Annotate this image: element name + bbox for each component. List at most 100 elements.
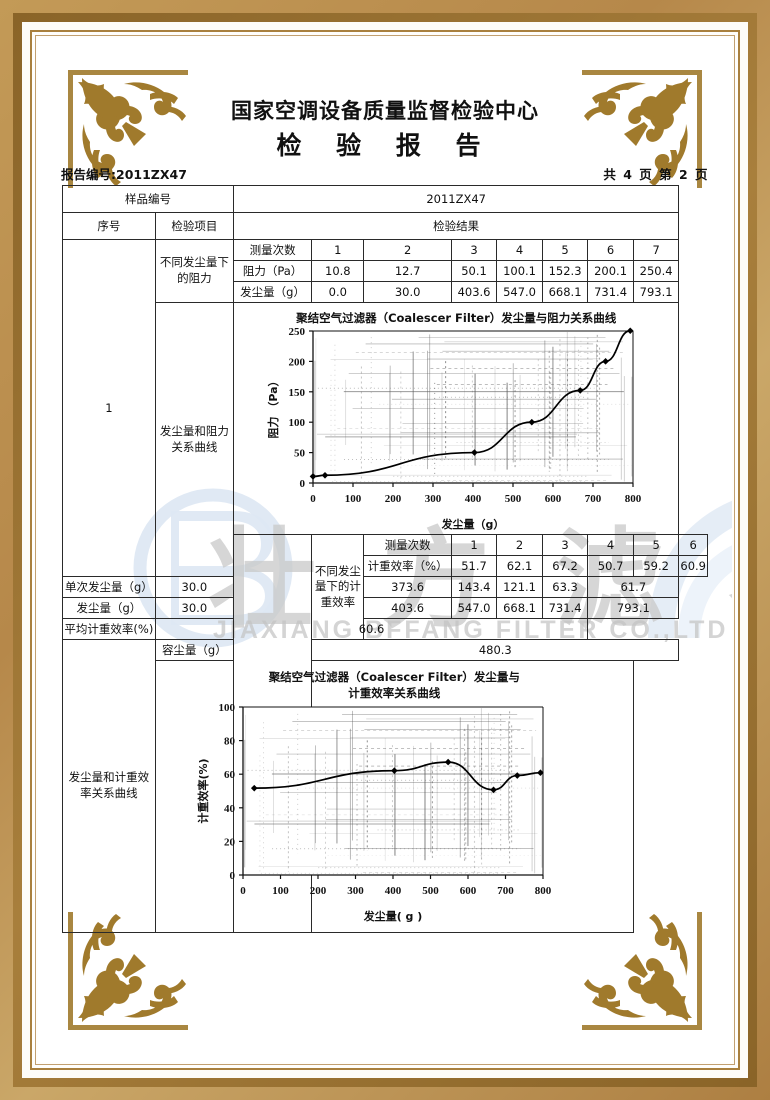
svg-text:阻力 （Pa）: 阻力 （Pa） [266, 375, 280, 438]
table-row-s2-efficiency: 计重效率（%） 51.7 62.1 67.2 50.7 59.2 60.9 [63, 555, 708, 577]
s2-sd-3: 143.4 [450, 576, 498, 598]
svg-text:20: 20 [224, 836, 236, 848]
s2-sd-2: 373.6 [363, 576, 452, 598]
s2-eff-1: 51.7 [450, 555, 498, 577]
svg-text:800: 800 [534, 885, 551, 897]
s1-count-2: 2 [363, 239, 452, 261]
table-row-s2-chart: 聚结空气过滤器（Coalescer Filter）发尘量与 计重效率关系曲线 0… [63, 660, 708, 933]
section1-seq: 1 [62, 239, 156, 577]
svg-text:100: 100 [345, 493, 362, 505]
svg-text:80: 80 [224, 736, 236, 748]
s2-label-capacity: 容尘量（g） [154, 639, 234, 661]
s1-res-1: 10.8 [311, 260, 365, 282]
table-row-s1-dust: 发尘量（g） 0.0 30.0 403.6 547.0 668.1 731.4 … [63, 281, 708, 303]
s2-count-3: 3 [541, 534, 589, 556]
s2-dust-3: 547.0 [450, 597, 498, 619]
table-row-s2-dust: 发尘量（g） 30.0 403.6 547.0 668.1 731.4 793.… [62, 597, 708, 619]
s1-count-5: 5 [541, 239, 589, 261]
s1-label-resistance: 阻力（Pa） [232, 260, 313, 282]
s2-count-1: 1 [450, 534, 498, 556]
sample-number-value: 2011ZX47 [232, 185, 680, 213]
s1-dust-2: 30.0 [363, 281, 452, 303]
chart1-plot: 0 50 100 150 200 250 0 100 200 300 400 500 600 700 800… [266, 326, 642, 531]
svg-text:200: 200 [309, 885, 326, 897]
chart2-title-line2: 计重效率关系曲线 [348, 686, 441, 700]
s2-count-4: 4 [587, 534, 634, 556]
s1-label-dust: 发尘量（g） [232, 281, 313, 303]
svg-text:0: 0 [299, 478, 305, 490]
s2-eff-3: 67.2 [541, 555, 589, 577]
s2-dust-5: 731.4 [541, 597, 589, 619]
svg-text:40: 40 [224, 803, 236, 815]
table-row-s1-chart: 发尘量和阻力关系曲线 聚结空气过滤器（Coalescer Filter）发尘量与… [63, 302, 708, 577]
table-row-s2-single-dust: 单次发尘量（g） 30.0 373.6 143.4 121.1 63.3 61.… [62, 576, 708, 598]
svg-text:500: 500 [422, 885, 439, 897]
s1-dust-5: 668.1 [541, 281, 589, 303]
svg-text:300: 300 [425, 493, 442, 505]
s1-count-4: 4 [496, 239, 543, 261]
chart-resistance: 聚结空气过滤器（Coalescer Filter）发尘量与阻力关系曲线 0 50 1… [235, 305, 677, 532]
page-indicator: 共 4 页 第 2 页 [603, 167, 709, 182]
svg-text:200: 200 [385, 493, 402, 505]
svg-text:发尘量( g ): 发尘量( g ) [362, 909, 422, 923]
s2-dust-6: 793.1 [587, 597, 680, 619]
s2-label-efficiency: 计重效率（%） [363, 555, 452, 577]
page-title-report: 检 验 报 告 [276, 131, 494, 160]
chart2-plot: 0 20 40 60 80 100 0 100 200 300 400 500 600 700 800 发尘量… [196, 702, 552, 923]
s2-sd-1: 30.0 [154, 576, 234, 598]
s2-sd-4: 121.1 [496, 576, 543, 598]
s1-res-2: 12.7 [363, 260, 452, 282]
s1-count-1: 1 [311, 239, 365, 261]
chart2-title-line1: 聚结空气过滤器（Coalescer Filter）发尘量与 [268, 670, 520, 684]
chart-cell-resistance: 聚结空气过滤器（Coalescer Filter）发尘量与阻力关系曲线 0 50 1… [232, 302, 680, 535]
s2-avg-value: 60.6 [154, 618, 589, 640]
svg-text:600: 600 [545, 493, 562, 505]
section1-item-curve: 发尘量和阻力关系曲线 [154, 302, 234, 577]
s2-sd-6: 61.7 [587, 576, 680, 598]
table-row-s1-resistance: 阻力（Pa） 10.8 12.7 50.1 100.1 152.3 200.1 … [63, 260, 708, 282]
s1-dust-6: 731.4 [587, 281, 634, 303]
s1-res-3: 50.1 [450, 260, 498, 282]
s2-eff-4: 50.7 [587, 555, 634, 577]
svg-text:计重效率(%): 计重效率(%) [196, 758, 210, 823]
chart-cell-efficiency: 聚结空气过滤器（Coalescer Filter）发尘量与 计重效率关系曲线 0… [154, 660, 634, 933]
s1-label-count: 测量次数 [232, 239, 313, 261]
svg-text:100: 100 [288, 417, 305, 429]
svg-text:400: 400 [465, 493, 482, 505]
svg-text:60: 60 [224, 769, 236, 781]
s2-dust-2: 403.6 [363, 597, 452, 619]
svg-text:400: 400 [384, 885, 401, 897]
s2-eff-6: 60.9 [678, 555, 708, 577]
s1-dust-4: 547.0 [496, 281, 543, 303]
svg-text:700: 700 [497, 885, 514, 897]
s2-eff-5: 59.2 [632, 555, 680, 577]
report-number: 报告编号:2011ZX47 [61, 167, 187, 182]
section1-item-resistance: 不同发尘量下的阻力 [154, 239, 234, 303]
svg-text:100: 100 [272, 885, 289, 897]
svg-text:50: 50 [294, 448, 306, 460]
svg-text:600: 600 [459, 885, 476, 897]
s2-eff-2: 62.1 [496, 555, 543, 577]
s2-count-6: 6 [678, 534, 708, 556]
s1-res-7: 250.4 [632, 260, 680, 282]
s2-dust-1: 30.0 [154, 597, 234, 619]
s1-count-6: 6 [587, 239, 634, 261]
svg-text:0: 0 [310, 493, 316, 505]
document-page: 壮 方 滤 器 JIAXIANG BFFANG FILTER CO.,LTD 国… [38, 38, 732, 1062]
svg-text:150: 150 [288, 387, 305, 399]
svg-text:700: 700 [585, 493, 602, 505]
s1-count-7: 7 [632, 239, 680, 261]
table-row-s1-count: 1 不同发尘量下的阻力 测量次数 1 2 3 4 5 6 7 [62, 239, 708, 577]
section2-item-curve: 发尘量和计重效率关系曲线 [62, 639, 156, 933]
s2-count-2: 2 [496, 534, 543, 556]
s2-label-avg: 平均计重效率(%) [62, 618, 156, 640]
svg-text:200: 200 [288, 356, 305, 368]
svg-text:250: 250 [288, 326, 305, 338]
header-item: 检验项目 [154, 212, 234, 240]
s2-label-dust: 发尘量（g） [62, 597, 156, 619]
s2-label-count: 测量次数 [363, 534, 452, 556]
header-seq: 序号 [62, 212, 156, 240]
certificate-border-line-thin [35, 35, 735, 1065]
page-title-organization: 国家空调设备质量监督检验中心 [231, 99, 539, 123]
chart1-title: 聚结空气过滤器（Coalescer Filter）发尘量与阻力关系曲线 [296, 311, 617, 325]
